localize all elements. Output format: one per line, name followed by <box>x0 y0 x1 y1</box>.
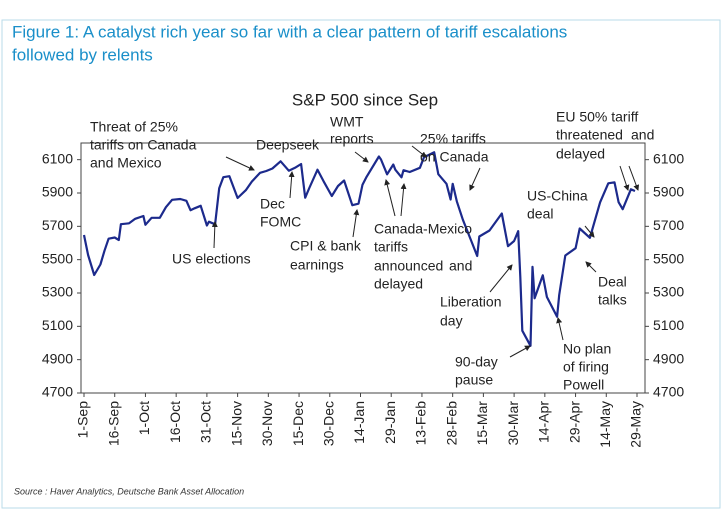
y-tick-label: 5900 <box>42 184 73 200</box>
annotation: tariffs on Canada <box>90 137 197 153</box>
x-tick-label: 14-May <box>597 401 613 448</box>
annotation: CPI & bank <box>290 238 362 254</box>
annotation-arrow <box>556 317 564 341</box>
y-tick-label: 5100 <box>42 317 73 333</box>
annotation-arrow <box>628 165 640 191</box>
x-tick-label: 15-Nov <box>228 401 244 446</box>
x-tick-label: 29-May <box>628 401 644 448</box>
annotation: Deal <box>598 274 627 290</box>
annotation: announced <box>374 258 443 274</box>
y-tick-label: 5300 <box>42 284 73 300</box>
y-tick-label: 5700 <box>42 217 73 233</box>
annotation: Dec <box>260 196 285 212</box>
annotation-arrow <box>489 264 513 293</box>
annotation-arrow <box>584 225 595 238</box>
figure-title: Figure 1: A catalyst rich year so far wi… <box>12 22 567 41</box>
annotation-arrow <box>400 183 407 217</box>
y2-tick-label: 5500 <box>653 250 684 266</box>
annotation: 25% tariffs <box>420 131 486 147</box>
y-tick-label: 6100 <box>42 150 73 166</box>
x-tick-label: 15-Mar <box>474 401 490 446</box>
annotation-arrow <box>211 221 218 249</box>
y2-tick-label: 6100 <box>653 150 684 166</box>
x-tick-label: 30-Dec <box>320 401 336 446</box>
plot-frame <box>80 142 646 394</box>
frame <box>1 19 721 509</box>
annotation: WMT <box>330 114 364 130</box>
annotation: deal <box>527 206 553 222</box>
y-tick-label: 4700 <box>42 384 73 400</box>
figure-title: followed by relents <box>12 45 153 64</box>
y-tick-label: 4900 <box>42 350 73 366</box>
annotation-arrow <box>619 165 630 191</box>
annotation: 90-day <box>455 354 498 370</box>
x-tick-label: 31-Oct <box>198 401 214 443</box>
annotation: delayed <box>374 276 423 292</box>
x-tick-label: 29-Jan <box>382 401 398 444</box>
annotation: day <box>440 313 463 329</box>
y2-tick-label: 5900 <box>653 184 684 200</box>
annotation: and Mexico <box>90 155 162 171</box>
price-line <box>82 151 636 347</box>
annotation: No plan <box>563 341 611 357</box>
annotation: Liberation <box>440 294 502 310</box>
annotation: and <box>631 127 654 143</box>
annotation: Canada-Mexico <box>374 221 472 237</box>
annotation: reports <box>330 131 374 147</box>
annotation: of firing <box>563 359 609 375</box>
annotation: talks <box>598 292 627 308</box>
y2-tick-label: 5700 <box>653 217 684 233</box>
annotation: US elections <box>172 251 251 267</box>
annotation-arrow <box>225 156 255 171</box>
annotation-arrow <box>509 345 531 358</box>
annotation: Threat of 25% <box>90 119 178 135</box>
x-tick-label: 29-Apr <box>566 401 582 443</box>
annotation: tariffs <box>374 239 408 255</box>
annotation-arrow <box>288 171 295 199</box>
x-tick-label: 28-Feb <box>443 401 459 446</box>
x-tick-label: 16-Sep <box>105 401 121 446</box>
annotation: on Canada <box>420 149 489 165</box>
y2-tick-label: 4900 <box>653 350 684 366</box>
annotation: delayed <box>556 146 605 162</box>
chart-title: S&P 500 since Sep <box>292 90 438 109</box>
annotation-arrow <box>469 167 481 191</box>
annotation: earnings <box>290 257 344 273</box>
y2-tick-label: 4700 <box>653 384 684 400</box>
annotation: US-China <box>527 188 588 204</box>
y2-tick-label: 5100 <box>653 317 684 333</box>
annotation-arrow <box>411 145 427 158</box>
annotation: Deepseek <box>256 137 320 153</box>
source: Source : Haver Analytics, Deutsche Bank … <box>14 486 244 496</box>
annotation: and <box>449 258 472 274</box>
annotation: threatened <box>556 127 623 143</box>
annotation: Powell <box>563 377 604 393</box>
annotation: pause <box>455 372 493 388</box>
annotation: EU 50% tariff <box>556 109 638 125</box>
annotation: FOMC <box>260 214 301 230</box>
x-tick-label: 14-Apr <box>536 401 552 443</box>
annotation-arrow <box>585 261 597 273</box>
y-tick-label: 5500 <box>42 250 73 266</box>
x-tick-label: 13-Feb <box>413 401 429 446</box>
annotation-arrow <box>384 179 396 217</box>
x-tick-label: 15-Dec <box>290 401 306 446</box>
x-tick-label: 1-Oct <box>136 401 152 435</box>
x-tick-label: 14-Jan <box>351 401 367 444</box>
x-tick-label: 30-Nov <box>259 401 275 446</box>
y2-tick-label: 5300 <box>653 284 684 300</box>
x-tick-label: 30-Mar <box>505 401 521 446</box>
x-tick-label: 16-Oct <box>167 401 183 443</box>
annotation-arrow <box>354 151 369 163</box>
x-tick-label: 1-Sep <box>75 401 91 439</box>
annotation-arrow <box>352 209 360 238</box>
